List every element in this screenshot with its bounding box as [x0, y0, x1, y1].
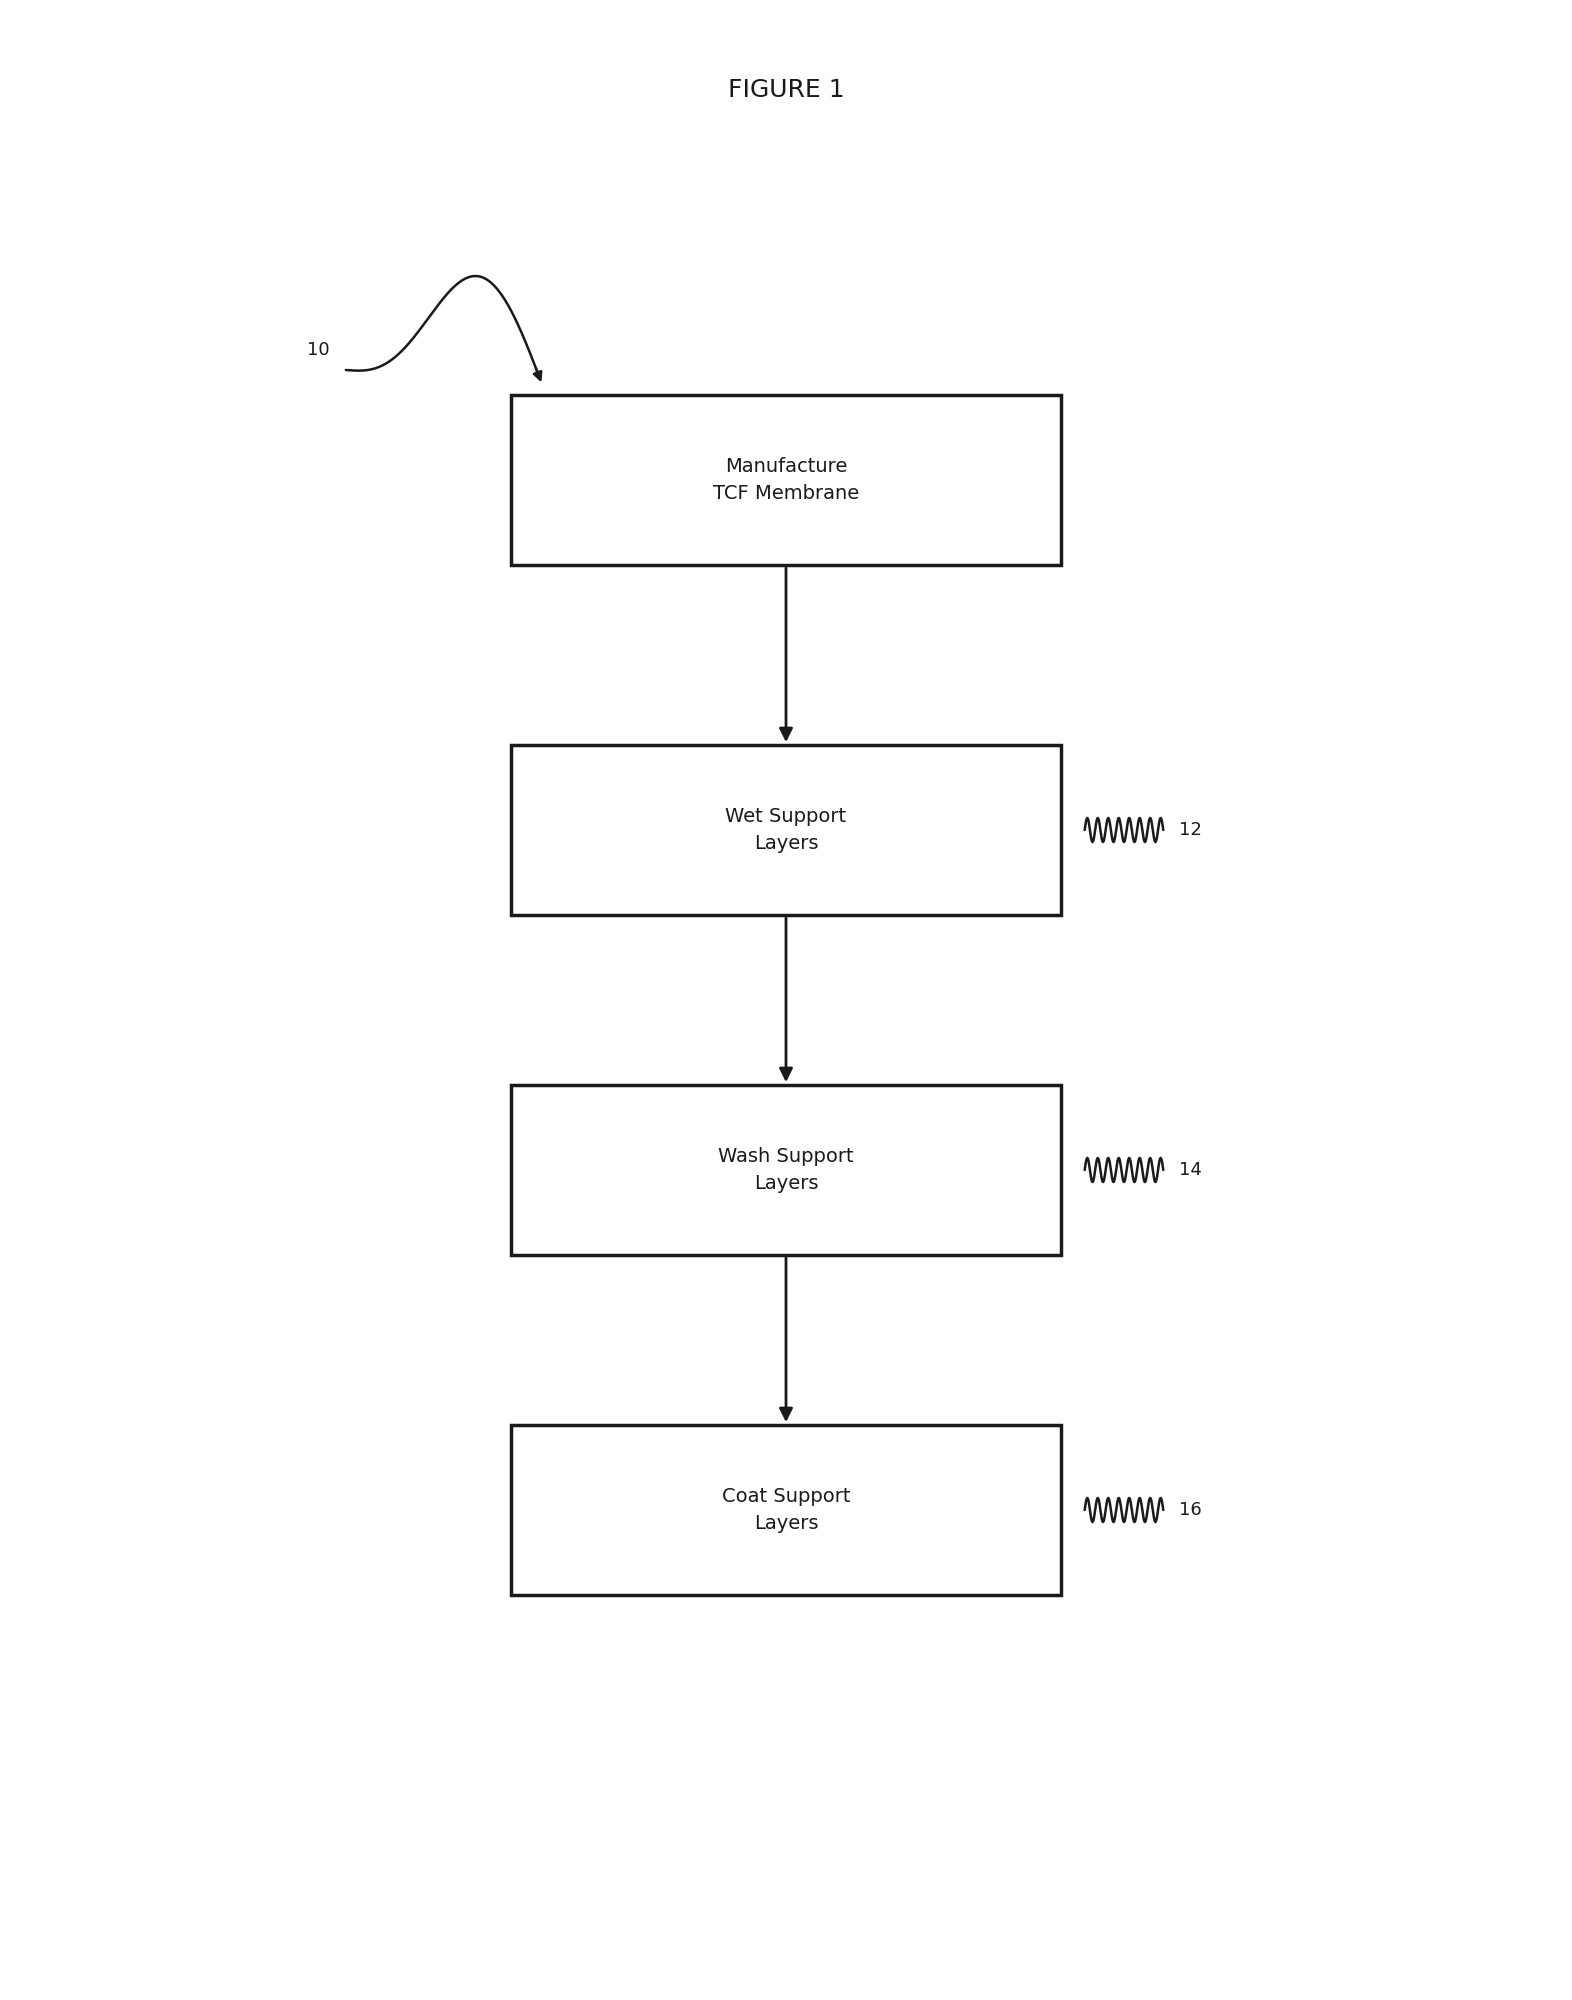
Bar — [511, 744, 1061, 916]
Text: Coat Support
Layers: Coat Support Layers — [722, 1488, 850, 1532]
Text: Wash Support
Layers: Wash Support Layers — [718, 1148, 854, 1192]
Text: FIGURE 1: FIGURE 1 — [728, 78, 844, 102]
Text: Wet Support
Layers: Wet Support Layers — [725, 808, 847, 852]
Text: Manufacture
TCF Membrane: Manufacture TCF Membrane — [712, 458, 860, 502]
Bar — [511, 1426, 1061, 1596]
Text: 12: 12 — [1179, 820, 1203, 840]
Text: 14: 14 — [1179, 1160, 1203, 1178]
Text: 16: 16 — [1179, 1500, 1201, 1520]
Bar — [511, 396, 1061, 564]
Text: 10: 10 — [307, 340, 329, 360]
Bar — [511, 1084, 1061, 1256]
